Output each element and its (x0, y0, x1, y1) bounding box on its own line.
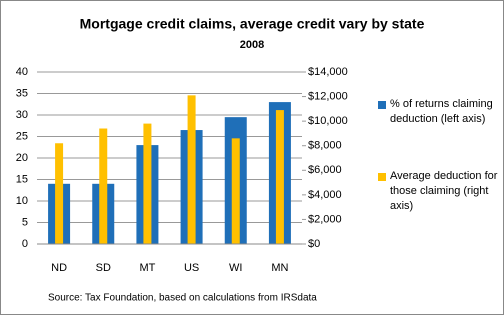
bar (187, 95, 196, 244)
y2-tick-label: $8,000 (308, 140, 342, 152)
bar (231, 138, 240, 244)
y2-tick-label: $2,000 (308, 213, 342, 225)
y2-tick-label: $10,000 (308, 115, 348, 127)
y2-tick-label: $4,000 (308, 189, 342, 201)
chart-title: Mortgage credit claims, average credit v… (80, 16, 425, 32)
legend-swatch (378, 101, 386, 109)
y-tick-label: 0 (22, 238, 28, 250)
y2-tick-label: $6,000 (308, 164, 342, 176)
chart-subtitle: 2008 (240, 39, 264, 51)
y-tick-label: 15 (16, 173, 28, 185)
bar (55, 143, 64, 244)
x-tick-label: ND (51, 262, 67, 274)
y-tick-label: 35 (16, 87, 28, 99)
y-tick-label: 40 (16, 66, 28, 78)
legend-label: Average deduction for those claiming (ri… (390, 170, 498, 212)
bar (99, 128, 108, 244)
source: Source: Tax Foundation, based on calcula… (48, 293, 317, 304)
bar (275, 110, 284, 244)
legend-label: % of returns claiming deduction (left ax… (390, 98, 493, 125)
y-tick-label: 30 (16, 109, 28, 121)
y-tick-label: 5 (22, 216, 28, 228)
y-tick-label: 25 (16, 130, 28, 142)
y2-tick-label: $14,000 (308, 66, 348, 78)
x-tick-label: WI (229, 262, 242, 274)
y-tick-label: 10 (16, 195, 28, 207)
y2-tick-label: $12,000 (308, 90, 348, 102)
x-tick-label: MN (271, 262, 288, 274)
x-tick-label: MT (139, 262, 155, 274)
x-tick-label: US (184, 262, 199, 274)
y-tick-label: 20 (16, 152, 28, 164)
y2-tick-label: $0 (308, 238, 320, 250)
legend-swatch (378, 173, 386, 181)
x-tick-label: SD (96, 262, 111, 274)
bar (143, 123, 152, 244)
